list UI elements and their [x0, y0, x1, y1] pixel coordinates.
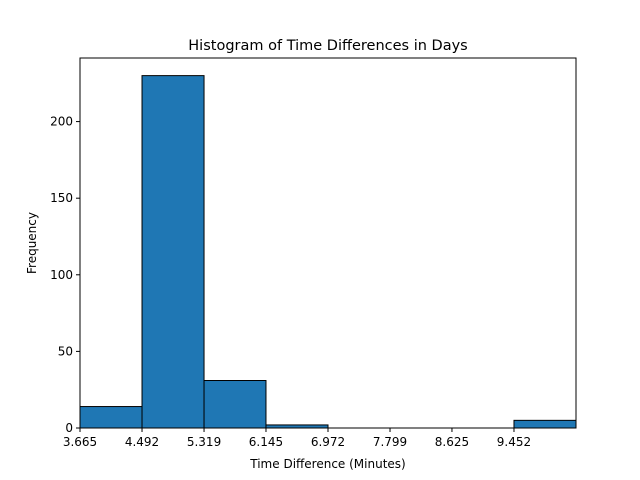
y-tick-label: 100 — [50, 268, 73, 282]
x-tick-label: 7.799 — [373, 435, 407, 449]
x-axis-ticks: 3.665 4.492 5.319 6.145 6.972 7.799 8.625 9.452 — [63, 428, 531, 449]
y-axis-label: Frequency — [25, 212, 39, 274]
bars-group — [79, 75, 577, 429]
x-tick-label: 6.972 — [311, 435, 345, 449]
plot-frame — [79, 57, 577, 429]
x-tick-label: 6.145 — [249, 435, 283, 449]
x-tick-label: 8.625 — [435, 435, 469, 449]
y-tick-label: 200 — [50, 115, 73, 129]
x-axis-label: Time Difference (Minutes) — [249, 457, 405, 471]
histogram-bar — [79, 406, 143, 429]
x-tick-label: 9.452 — [497, 435, 531, 449]
chart-title: Histogram of Time Differences in Days — [188, 38, 467, 54]
x-tick-label: 5.319 — [187, 435, 221, 449]
x-tick-label: 4.492 — [125, 435, 159, 449]
y-axis-ticks: 0 50 100 150 200 — [50, 115, 80, 435]
histogram-bar — [141, 75, 205, 429]
histogram-bar — [513, 419, 577, 429]
y-tick-label: 0 — [65, 421, 73, 435]
histogram-bar — [203, 380, 267, 429]
y-tick-label: 50 — [58, 344, 73, 358]
y-tick-label: 150 — [50, 191, 73, 205]
x-tick-label: 3.665 — [63, 435, 97, 449]
